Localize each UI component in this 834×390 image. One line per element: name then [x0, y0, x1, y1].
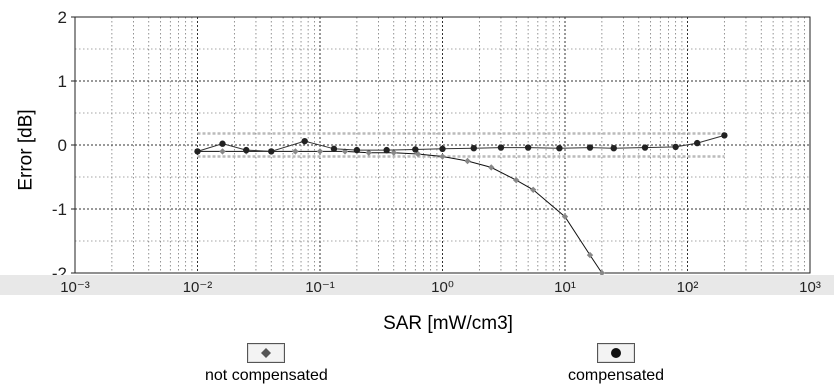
x-tick-label: 10³	[799, 279, 821, 296]
data-point-compensated	[556, 145, 563, 152]
data-point-not-compensated	[598, 269, 606, 277]
y-axis-label: Error [dB]	[15, 109, 37, 191]
x-axis-band	[0, 275, 834, 295]
data-point-compensated	[353, 146, 361, 154]
data-point-compensated	[672, 143, 679, 151]
x-tick-label: 10¹	[554, 279, 576, 296]
data-point-not-compensated	[561, 213, 569, 220]
data-point-compensated	[194, 148, 201, 155]
x-tick-label: 10⁻²	[183, 279, 213, 296]
data-point-not-compensated	[529, 186, 537, 193]
data-point-not-compensated	[586, 251, 594, 259]
data-point-compensated	[721, 132, 728, 139]
y-tick-label: 0	[58, 136, 67, 155]
data-point-compensated	[243, 146, 250, 154]
x-tick-label: 10⁰	[431, 279, 454, 296]
data-point-compensated	[412, 146, 419, 153]
series-line-compensated	[197, 134, 725, 152]
data-point-compensated	[693, 139, 701, 147]
y-tick-label: 2	[58, 8, 67, 27]
data-point-not-compensated	[316, 148, 324, 155]
legend-item-not-compensated[interactable]: not compensated	[205, 343, 328, 385]
x-tick-labels: 10⁻³ 10⁻² 10⁻¹ 10⁰ 10¹ 10² 10³	[60, 279, 821, 296]
legend-swatch-not-compensated	[247, 343, 286, 363]
series-layer	[194, 132, 728, 277]
data-point-compensated	[641, 144, 649, 151]
data-point-compensated	[383, 146, 390, 154]
data-point-compensated	[524, 144, 532, 151]
series-line-not-compensated	[197, 150, 603, 274]
x-tick-label: 10⁻¹	[305, 279, 335, 296]
data-point-compensated	[219, 140, 226, 147]
data-point-compensated	[586, 144, 594, 151]
circle-marker-icon	[611, 348, 622, 358]
data-point-compensated	[497, 144, 505, 151]
data-point-not-compensated	[390, 149, 397, 156]
data-point-not-compensated	[219, 148, 226, 155]
data-point-compensated	[268, 148, 275, 155]
data-point-not-compensated	[513, 177, 520, 184]
data-point-compensated	[610, 145, 617, 152]
legend-label-compensated: compensated	[568, 367, 665, 384]
data-point-not-compensated	[365, 149, 372, 156]
data-point-compensated	[301, 137, 308, 145]
y-tick-label: 1	[58, 72, 67, 91]
x-tick-label: 10²	[677, 279, 699, 296]
x-axis-label: SAR [mW/cm3]	[383, 313, 513, 334]
y-tick-labels: 210-1-2	[52, 8, 75, 283]
data-point-compensated	[330, 145, 338, 153]
x-tick-label: 10⁻³	[60, 279, 90, 296]
data-point-not-compensated	[292, 148, 299, 155]
legend-item-compensated[interactable]: compensated	[568, 343, 664, 385]
data-point-compensated	[439, 145, 446, 153]
data-point-not-compensated	[488, 164, 495, 171]
legend-swatch-compensated	[597, 343, 636, 363]
data-point-compensated	[470, 145, 477, 152]
data-point-not-compensated	[439, 153, 446, 160]
y-tick-label: -1	[52, 200, 67, 219]
data-point-not-compensated	[464, 157, 471, 165]
legend-label-not-compensated: not compensated	[205, 367, 328, 384]
diamond-marker-icon	[261, 348, 272, 358]
